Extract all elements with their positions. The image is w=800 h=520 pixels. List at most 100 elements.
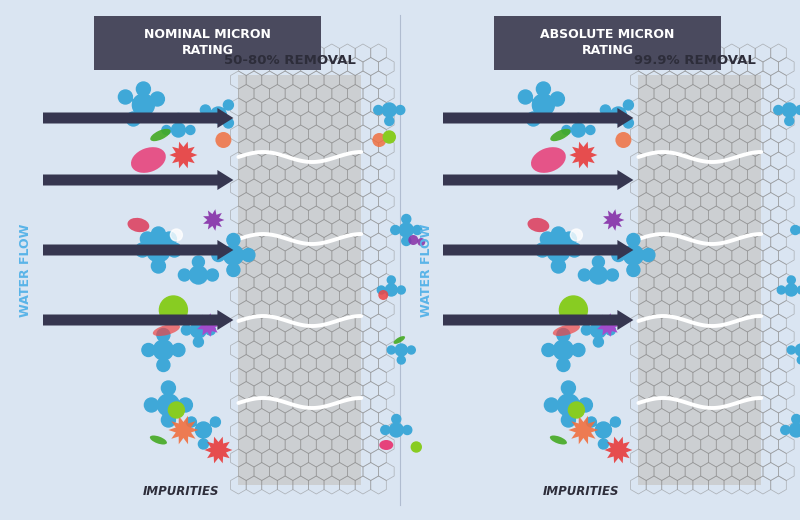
Circle shape [550,92,565,106]
Circle shape [562,232,577,246]
Circle shape [786,284,798,296]
Circle shape [146,238,170,262]
Polygon shape [203,209,224,231]
Circle shape [598,439,608,449]
Polygon shape [169,415,198,444]
Circle shape [571,123,586,137]
Ellipse shape [408,235,418,245]
Circle shape [157,329,170,342]
Circle shape [557,358,570,371]
Circle shape [374,106,382,114]
Circle shape [541,232,554,246]
Circle shape [568,402,585,418]
Circle shape [787,346,795,354]
Circle shape [223,245,243,265]
Circle shape [150,92,165,106]
Bar [238,75,362,485]
Circle shape [118,90,133,104]
Circle shape [551,227,566,241]
Text: IMPURITIES: IMPURITIES [542,485,619,498]
Circle shape [386,284,398,296]
Circle shape [623,118,634,128]
FancyArrow shape [43,108,234,128]
Circle shape [562,381,575,395]
Circle shape [178,269,190,281]
Ellipse shape [527,218,550,232]
Circle shape [798,286,800,294]
Ellipse shape [418,238,426,246]
Circle shape [562,125,571,135]
Circle shape [558,394,579,416]
Ellipse shape [531,147,566,173]
Circle shape [141,232,154,246]
Circle shape [195,422,211,438]
Circle shape [778,286,786,294]
Text: 99.9% REMOVAL: 99.9% REMOVAL [634,54,756,67]
Circle shape [559,296,587,324]
Circle shape [378,286,386,294]
Circle shape [227,233,240,246]
Circle shape [170,229,182,241]
Circle shape [142,344,155,357]
Circle shape [606,269,618,281]
Ellipse shape [150,435,167,445]
Circle shape [586,417,596,427]
Circle shape [554,340,574,360]
Circle shape [126,112,141,126]
Polygon shape [568,415,598,444]
Circle shape [787,276,795,284]
Circle shape [411,442,422,452]
Circle shape [387,346,395,354]
Circle shape [395,344,407,356]
Circle shape [781,425,790,435]
Circle shape [582,325,591,335]
Circle shape [135,243,150,257]
Circle shape [590,266,607,284]
FancyBboxPatch shape [94,16,321,70]
Ellipse shape [131,147,166,173]
Circle shape [407,346,415,354]
Circle shape [542,344,555,357]
Circle shape [592,256,605,268]
FancyArrow shape [43,170,234,190]
Circle shape [390,226,400,235]
Circle shape [162,413,175,427]
Ellipse shape [215,132,231,148]
Polygon shape [603,209,624,231]
Circle shape [402,237,410,245]
Circle shape [610,107,626,123]
Circle shape [600,105,610,115]
Bar [638,75,762,485]
Polygon shape [605,437,632,463]
Circle shape [590,322,606,338]
Circle shape [557,329,570,342]
Circle shape [578,398,593,412]
Circle shape [413,226,422,235]
FancyArrow shape [443,170,634,190]
Circle shape [206,269,218,281]
Circle shape [206,325,215,335]
FancyArrow shape [443,108,634,128]
Circle shape [535,243,550,257]
Circle shape [157,358,170,371]
Circle shape [168,402,184,418]
Ellipse shape [150,129,170,141]
Circle shape [398,286,406,294]
Circle shape [190,266,207,284]
Circle shape [551,259,566,273]
Circle shape [171,123,186,137]
Circle shape [390,423,403,437]
Circle shape [136,82,150,96]
Ellipse shape [550,435,567,445]
Circle shape [546,238,570,262]
Circle shape [133,94,154,116]
Circle shape [223,118,234,128]
FancyArrow shape [43,310,234,330]
Circle shape [382,103,396,117]
Circle shape [210,417,221,427]
Circle shape [533,94,554,116]
Circle shape [193,256,205,268]
FancyArrow shape [43,240,234,260]
Circle shape [186,417,197,427]
Circle shape [396,106,405,114]
